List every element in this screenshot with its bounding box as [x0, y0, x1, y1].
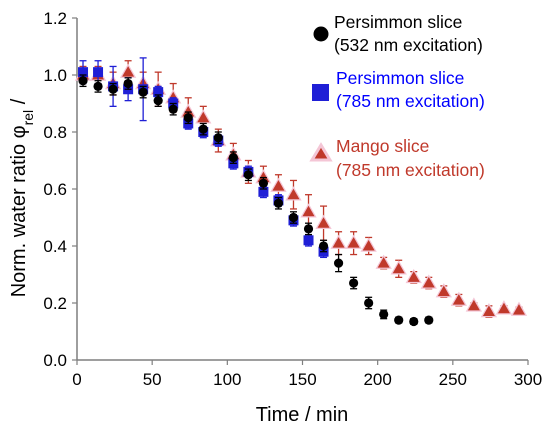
data-point — [243, 170, 253, 180]
y-axis-title-main: Norm. water ratio φ — [8, 125, 30, 297]
data-point — [78, 76, 88, 86]
data-point — [424, 315, 434, 325]
legend-label-0-line1: Persimmon slice — [334, 12, 462, 32]
series-circle — [78, 74, 434, 327]
data-point — [364, 298, 374, 308]
x-tick-label: 250 — [439, 370, 467, 389]
data-point — [420, 274, 437, 289]
data-point — [213, 133, 223, 143]
data-point — [168, 104, 178, 114]
data-point — [349, 278, 359, 288]
data-point — [228, 153, 238, 163]
y-tick-label: 1.2 — [43, 9, 67, 28]
data-point — [375, 254, 392, 269]
data-point — [300, 203, 317, 218]
data-point — [435, 283, 452, 298]
data-point — [450, 291, 468, 306]
data-point — [510, 301, 528, 316]
x-axis-title: Time / min — [256, 404, 349, 426]
y-tick-label: 0.8 — [43, 123, 67, 142]
data-point — [153, 96, 163, 106]
y-axis-title-sub: rel — [20, 110, 36, 126]
data-point — [390, 260, 407, 275]
data-point — [258, 186, 269, 197]
data-point — [330, 234, 347, 249]
data-point — [285, 186, 302, 201]
legend-item-1: Persimmon slice (785 nm excitation) — [312, 68, 485, 111]
data-point — [78, 67, 89, 78]
data-point — [345, 234, 362, 249]
data-point — [394, 315, 404, 325]
legend-item-2: Mango slice (785 nm excitation) — [309, 136, 485, 180]
data-point — [195, 109, 212, 124]
legend-label-2-line2: (785 nm excitation) — [336, 160, 485, 180]
y-tick-label: 0.6 — [43, 180, 67, 199]
x-tick-label: 0 — [72, 370, 81, 389]
y-axis-title: Norm. water ratio φrel / — [8, 98, 36, 297]
legend-marker-0 — [313, 26, 329, 42]
x-tick-label: 50 — [143, 370, 162, 389]
data-point — [138, 87, 148, 97]
y-tick-label: 0.0 — [43, 351, 67, 370]
legend-marker-2 — [309, 142, 333, 162]
data-point — [258, 178, 269, 188]
legend-label-1-line1: Persimmon slice — [336, 68, 464, 88]
legend-marker-1 — [312, 84, 329, 101]
data-point — [495, 300, 513, 315]
legend-label-2-line1: Mango slice — [336, 136, 429, 156]
data-point — [93, 81, 103, 91]
y-tick-label: 0.4 — [43, 237, 67, 256]
data-point — [315, 214, 332, 229]
data-point — [108, 84, 118, 94]
data-point — [360, 237, 377, 252]
y-axis-title-tail: / — [8, 98, 30, 110]
x-tick-label: 200 — [363, 370, 391, 389]
data-point — [318, 241, 329, 251]
data-point — [93, 67, 104, 78]
data-point — [480, 303, 498, 318]
series-triangle — [74, 60, 528, 318]
data-point — [405, 268, 422, 284]
x-tick-label: 300 — [514, 370, 542, 389]
ticks: 0 50 100 150 200 250 300 0.0 0.2 0.4 0.6 0.8 1.0 1.2 — [43, 9, 542, 389]
data-point — [198, 124, 208, 134]
data-point — [303, 224, 314, 234]
data-point — [123, 78, 133, 89]
series — [74, 57, 528, 327]
data-point — [273, 198, 284, 208]
data-point — [288, 212, 299, 223]
legend-label-0-line2: (532 nm excitation) — [334, 35, 483, 55]
data-point — [183, 113, 193, 123]
legend-item-0: Persimmon slice (532 nm excitation) — [313, 12, 483, 55]
data-point — [119, 63, 137, 78]
data-point — [409, 316, 419, 327]
data-point — [379, 309, 389, 319]
data-point — [153, 87, 164, 98]
data-point — [333, 258, 344, 268]
legend: Persimmon slice (532 nm excitation) Pers… — [309, 12, 485, 180]
data-point — [303, 235, 314, 246]
data-point — [270, 177, 287, 192]
legend-label-1-line2: (785 nm excitation) — [336, 91, 485, 111]
x-tick-label: 100 — [213, 370, 241, 389]
x-tick-label: 150 — [288, 370, 316, 389]
y-tick-label: 0.2 — [43, 294, 67, 313]
y-tick-label: 1.0 — [43, 66, 67, 85]
data-point — [465, 297, 483, 312]
